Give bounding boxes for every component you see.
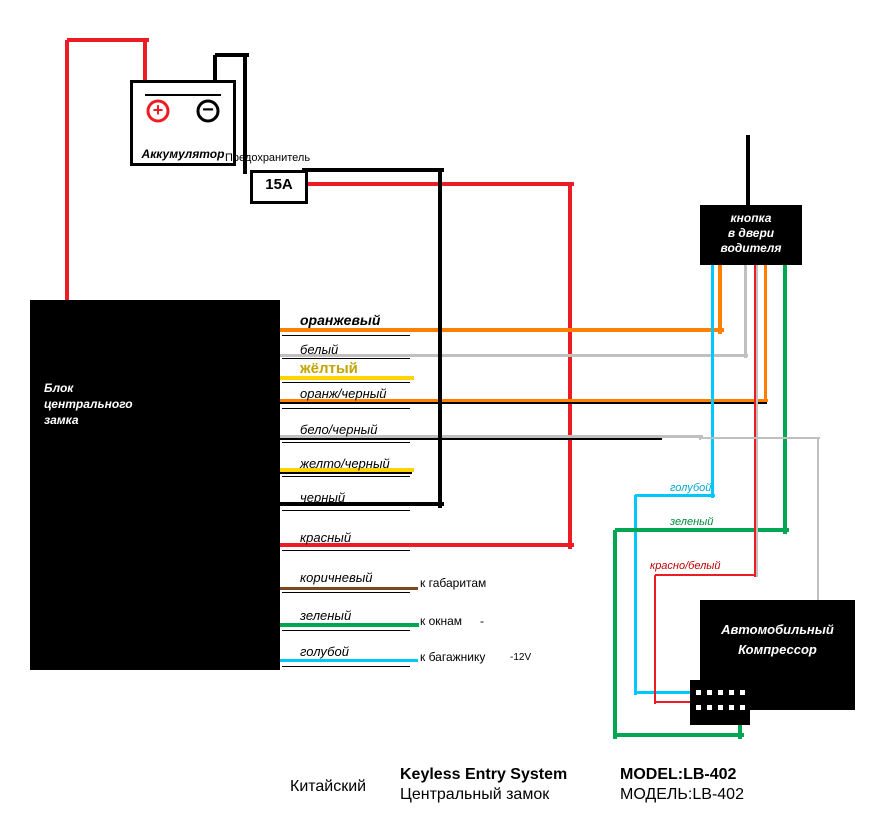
wire-segment xyxy=(280,354,748,357)
wire-segment xyxy=(655,574,757,576)
wire-segment xyxy=(280,587,418,590)
wire-label: -12V xyxy=(510,652,531,663)
label-underline xyxy=(282,550,410,551)
wire-segment xyxy=(280,623,419,627)
wire-segment xyxy=(744,265,747,358)
wire-segment xyxy=(764,265,767,403)
wire-segment xyxy=(143,40,147,84)
door-button-label: кнопкав двериводителя xyxy=(700,211,802,256)
footer-r1: Keyless Entry System xyxy=(400,766,567,784)
wire-label: зеленый xyxy=(670,516,713,528)
wire-segment xyxy=(615,528,789,532)
wire-label: жёлтый xyxy=(300,360,358,377)
connector-icon xyxy=(690,680,750,725)
wire-segment xyxy=(817,438,819,602)
wire-label: к окнам xyxy=(420,614,462,628)
wire-segment xyxy=(654,575,656,704)
label-underline xyxy=(282,630,410,631)
svg-text:+: + xyxy=(153,100,164,120)
wire-label: к багажнику xyxy=(420,650,485,664)
footer-r1b: MODEL:LB-402 xyxy=(620,766,736,784)
connector-block xyxy=(690,680,750,725)
wire-label: голубой xyxy=(670,482,711,494)
wire-segment xyxy=(568,184,572,334)
wire-segment xyxy=(783,265,787,534)
wire-segment xyxy=(302,168,444,172)
footer-r2: Центральный замок xyxy=(400,786,549,804)
label-underline xyxy=(282,335,410,336)
wire-segment xyxy=(65,40,69,304)
wire-segment xyxy=(613,530,617,739)
wire-label: белый xyxy=(300,342,338,357)
compressor-label: АвтомобильныйКомпрессор xyxy=(700,620,855,659)
wire-segment xyxy=(280,472,412,474)
wire-label: оранж/черный xyxy=(300,386,387,401)
label-underline xyxy=(282,358,410,359)
fuse-value: 15A xyxy=(253,176,305,193)
wire-segment xyxy=(746,135,750,209)
svg-text:−: − xyxy=(202,99,214,121)
battery-caption: Аккумулятор xyxy=(133,147,233,161)
wire-segment xyxy=(438,170,442,508)
battery-icon: +− xyxy=(133,83,233,145)
wire-label: голубой xyxy=(300,644,349,659)
wire-segment xyxy=(756,265,758,577)
battery-block: +− Аккумулятор xyxy=(130,80,236,166)
wire-segment xyxy=(280,438,662,440)
wire-segment xyxy=(655,701,692,703)
wire-segment xyxy=(615,733,744,737)
control-unit-label: Блокцентральногозамка xyxy=(44,380,133,429)
label-underline xyxy=(282,382,410,383)
footer-r2b: МОДЕЛЬ:LB-402 xyxy=(620,786,744,804)
label-underline xyxy=(282,592,410,593)
fuse-block: 15A xyxy=(250,170,308,204)
wire-segment xyxy=(67,38,149,42)
wire-segment xyxy=(700,437,820,439)
control-unit-block: Блокцентральногозамка xyxy=(30,300,280,670)
wire-segment xyxy=(718,265,722,334)
wire-label: к габаритам xyxy=(420,576,486,590)
door-button-block: кнопкав двериводителя xyxy=(700,205,802,265)
wire-segment xyxy=(280,402,767,404)
wire-label: оранжевый xyxy=(300,312,380,328)
label-underline xyxy=(282,510,410,511)
wire-segment xyxy=(280,328,724,332)
wire-label: желто/черный xyxy=(300,456,390,471)
wire-label: бело/черный xyxy=(300,422,377,437)
label-underline xyxy=(282,666,410,667)
wire-label: красный xyxy=(300,530,351,545)
wire-label: зеленый xyxy=(300,608,351,623)
fuse-caption: Предохранитель xyxy=(225,152,310,164)
footer-left: Китайский xyxy=(290,778,366,796)
wire-label: красно/белый xyxy=(650,560,721,572)
wire-segment xyxy=(635,691,693,694)
label-underline xyxy=(282,408,410,409)
label-underline xyxy=(282,442,410,443)
wire-label: черный xyxy=(300,490,345,505)
wire-label: коричневый xyxy=(300,570,373,585)
label-underline xyxy=(282,476,410,477)
wire-segment xyxy=(634,495,637,695)
wiring-diagram: +− Аккумулятор 15A Предохранитель Блокце… xyxy=(0,0,874,819)
wire-segment xyxy=(711,265,714,498)
wire-label: - xyxy=(480,614,484,628)
